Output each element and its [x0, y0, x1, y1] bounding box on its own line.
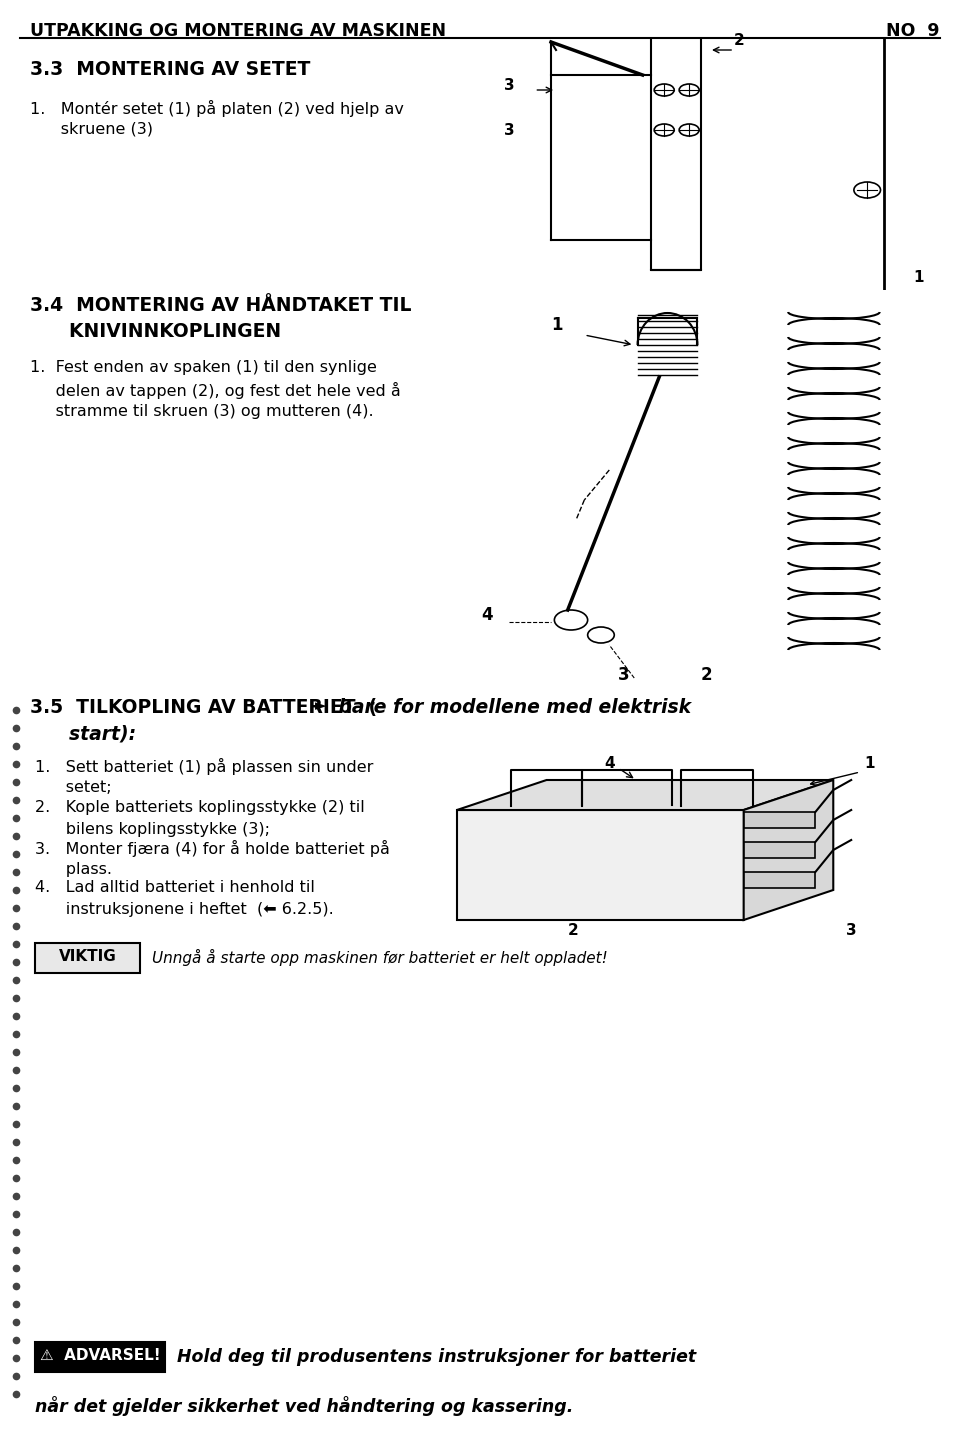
Text: 3: 3	[617, 666, 629, 684]
Text: KNIVINNKOPLINGEN: KNIVINNKOPLINGEN	[30, 321, 281, 342]
Text: bare for modellene med elektrisk: bare for modellene med elektrisk	[332, 697, 691, 718]
Text: ►: ►	[315, 697, 326, 713]
Text: NO  9: NO 9	[886, 22, 940, 40]
Text: 2: 2	[568, 923, 579, 938]
Text: 1: 1	[914, 270, 924, 286]
Text: VIKTIG: VIKTIG	[59, 949, 116, 964]
Text: 3.4  MONTERING AV HÅNDTAKET TIL: 3.4 MONTERING AV HÅNDTAKET TIL	[30, 296, 412, 316]
Text: setet;: setet;	[35, 781, 111, 795]
Text: 4: 4	[481, 606, 492, 624]
Text: Unngå å starte opp maskinen før batteriet er helt oppladet!: Unngå å starte opp maskinen før batterie…	[152, 949, 608, 966]
Text: 1.   Montér setet (1) på platen (2) ved hjelp av: 1. Montér setet (1) på platen (2) ved hj…	[30, 100, 404, 118]
Polygon shape	[457, 781, 833, 809]
Text: når det gjelder sikkerhet ved håndtering og kassering.: når det gjelder sikkerhet ved håndtering…	[35, 1396, 573, 1416]
Bar	[744, 842, 815, 858]
Text: bilens koplingsstykke (3);: bilens koplingsstykke (3);	[35, 822, 270, 837]
Text: 2.   Kople batteriets koplingsstykke (2) til: 2. Kople batteriets koplingsstykke (2) t…	[35, 799, 365, 815]
Text: 3: 3	[504, 77, 516, 93]
Text: 4.   Lad alltid batteriet i henhold til: 4. Lad alltid batteriet i henhold til	[35, 880, 315, 895]
Text: 1.  Fest enden av spaken (1) til den synlige: 1. Fest enden av spaken (1) til den synl…	[30, 360, 377, 375]
Text: 3.3  MONTERING AV SETET: 3.3 MONTERING AV SETET	[30, 60, 310, 79]
Text: ⚠  ADVARSEL!: ⚠ ADVARSEL!	[39, 1347, 160, 1363]
Bar	[744, 872, 815, 888]
Text: 1: 1	[551, 316, 563, 334]
Text: skruene (3): skruene (3)	[30, 122, 153, 136]
Text: 3.   Monter fjæra (4) for å holde batteriet på: 3. Monter fjæra (4) for å holde batterie…	[35, 839, 390, 857]
Bar	[744, 812, 815, 828]
Text: stramme til skruen (3) og mutteren (4).: stramme til skruen (3) og mutteren (4).	[30, 405, 373, 419]
Text: instruksjonene i heftet  (⬅ 6.2.5).: instruksjonene i heftet (⬅ 6.2.5).	[35, 903, 334, 917]
Text: 2: 2	[734, 33, 745, 47]
Text: 3: 3	[846, 923, 856, 938]
Text: 4: 4	[604, 756, 614, 771]
Bar	[457, 809, 744, 920]
Text: 1.   Sett batteriet (1) på plassen sin under: 1. Sett batteriet (1) på plassen sin und…	[35, 758, 373, 775]
Text: start):: start):	[30, 725, 136, 743]
Text: UTPAKKING OG MONTERING AV MASKINEN: UTPAKKING OG MONTERING AV MASKINEN	[30, 22, 446, 40]
Text: 3: 3	[504, 123, 516, 138]
Text: Hold deg til produsentens instruksjoner for batteriet: Hold deg til produsentens instruksjoner …	[177, 1347, 696, 1366]
Text: 3.5  TILKOPLING AV BATTERIET  (: 3.5 TILKOPLING AV BATTERIET (	[30, 697, 377, 718]
Text: delen av tappen (2), og fest det hele ved å: delen av tappen (2), og fest det hele ve…	[30, 382, 400, 399]
Text: plass.: plass.	[35, 862, 112, 877]
Text: 2: 2	[701, 666, 712, 684]
Text: 1: 1	[864, 756, 875, 771]
Bar	[35, 943, 140, 973]
Polygon shape	[744, 781, 833, 920]
Bar	[35, 1342, 165, 1372]
